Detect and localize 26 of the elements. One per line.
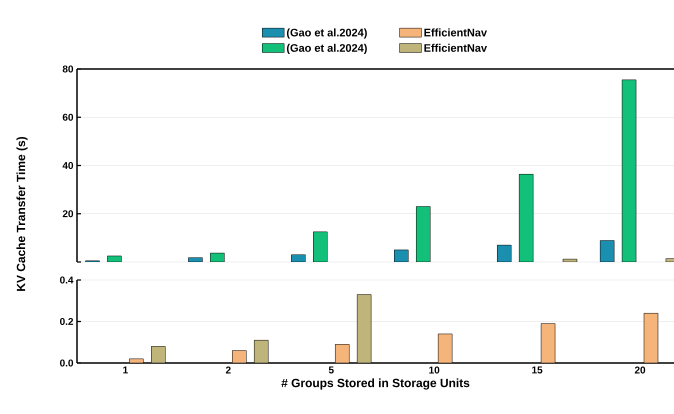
y-tick-label: 0.0 xyxy=(60,359,74,367)
legend-label: (Gao et al.2024) xyxy=(286,28,367,39)
y-tick-label: 0.4 xyxy=(60,276,74,284)
x-tick-label: 15 xyxy=(532,366,542,374)
legend-label: EfficientNav xyxy=(424,28,487,36)
x-tick-label: 1 xyxy=(123,366,128,374)
legend-label: (Gao et al.2024) xyxy=(286,44,367,54)
bar xyxy=(334,344,350,363)
bar xyxy=(356,294,372,363)
bar xyxy=(254,340,268,363)
legend-label: EfficientNav xyxy=(424,44,487,52)
x-axis-title: # Groups Stored in Storage Units xyxy=(281,378,470,390)
bar xyxy=(438,334,452,363)
x-tick-label: 20 xyxy=(634,366,646,374)
y-axis-title: KV Cache Transfer Time (s) xyxy=(16,136,28,291)
x-tick-label: 10 xyxy=(429,366,440,374)
y-tick-label: 80 xyxy=(62,65,74,73)
bar xyxy=(540,323,556,363)
y-tick-label: 20 xyxy=(62,210,74,218)
bar xyxy=(151,346,166,363)
y-tick-label: 60 xyxy=(62,114,74,121)
x-tick-label: 2 xyxy=(226,366,231,374)
y-tick-label: 0.2 xyxy=(60,318,74,326)
bar xyxy=(644,312,658,363)
y-tick-label: 40 xyxy=(62,162,74,170)
x-tick-label: 5 xyxy=(328,366,334,374)
